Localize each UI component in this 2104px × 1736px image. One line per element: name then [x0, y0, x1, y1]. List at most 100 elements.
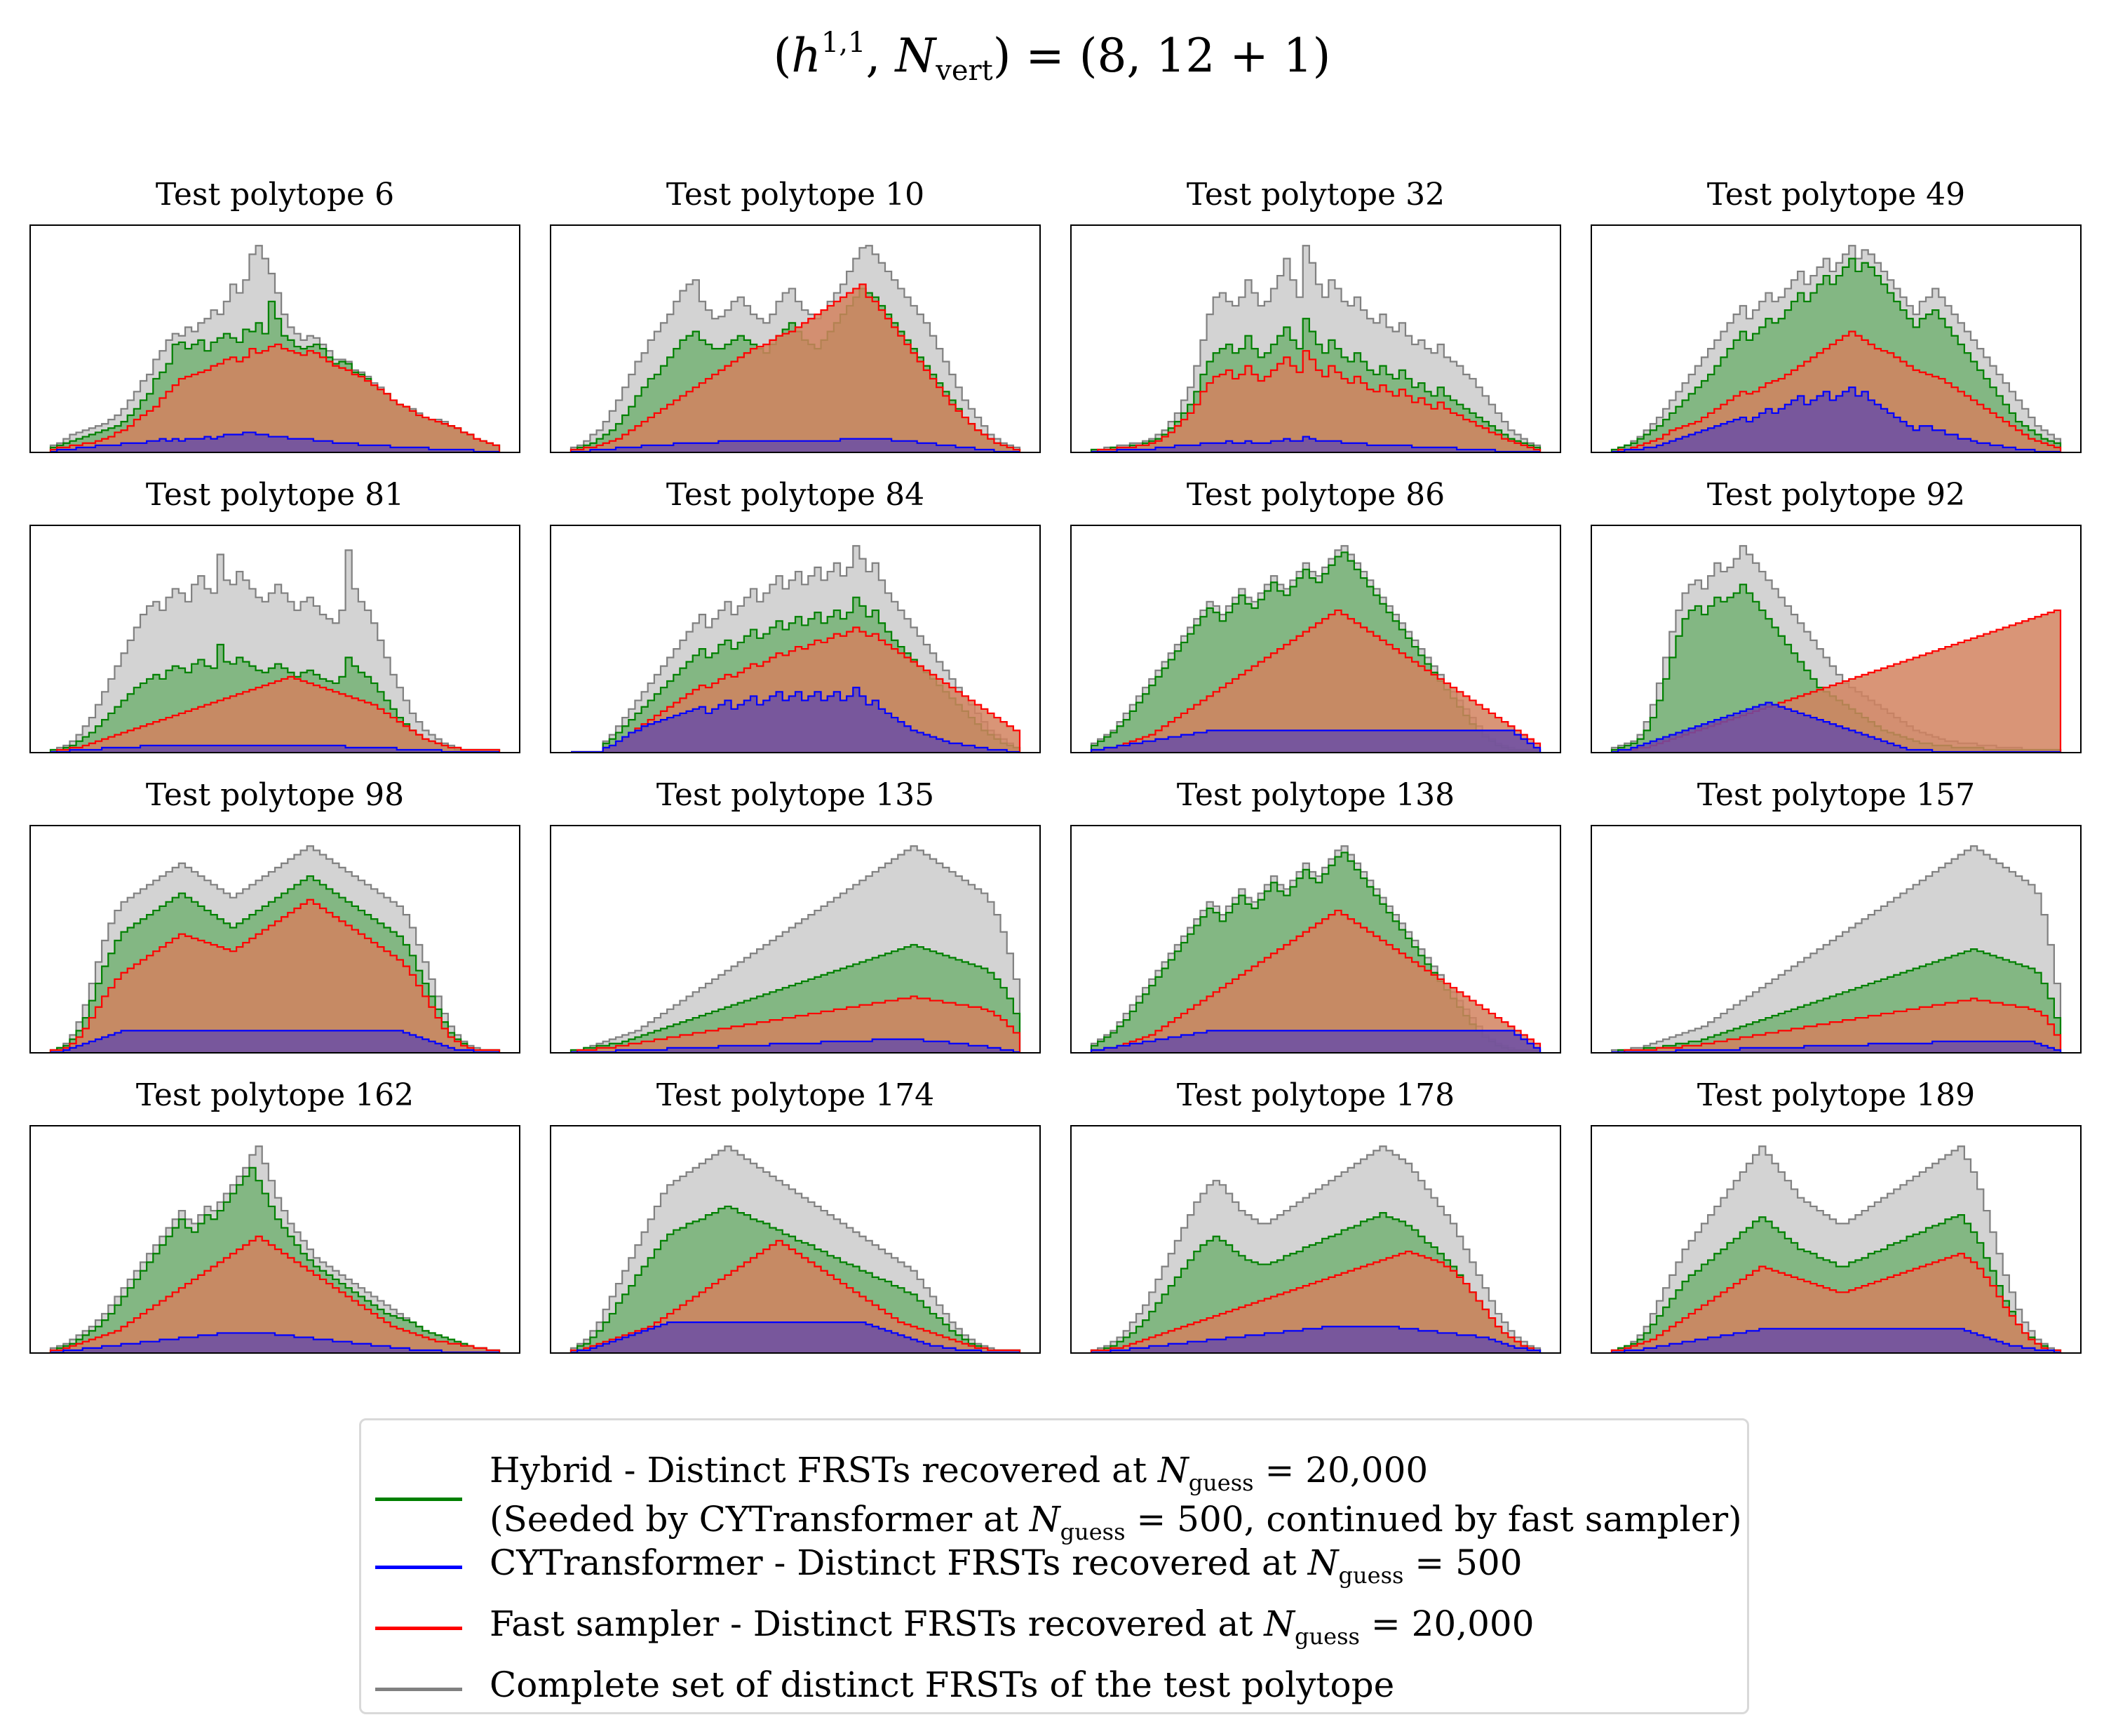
legend-fast-var: N	[1264, 1603, 1295, 1644]
subplot-test-polytope-6-series-fast-sampler	[49, 343, 501, 452]
title-n-symbol: N	[895, 29, 936, 83]
subplot-test-polytope-138-title: Test polytope 138	[1176, 777, 1455, 813]
subplot-test-polytope-32-series-cytransformer	[1091, 436, 1540, 452]
subplot-test-polytope-162-histogram	[49, 1145, 501, 1352]
subplot-test-polytope-84-axes	[550, 525, 1041, 753]
subplot-test-polytope-138-histogram	[1090, 845, 1542, 1052]
subplot-test-polytope-84-title: Test polytope 84	[666, 477, 925, 513]
subplot-test-polytope-6-histogram	[49, 245, 501, 452]
legend-hybrid-l1-var: N	[1157, 1450, 1189, 1491]
subplot-test-polytope-135-axes	[550, 825, 1041, 1054]
legend-hybrid-l2-sub: guess	[1060, 1519, 1126, 1545]
legend-cyt-pre: CYTransformer - Distinct FRSTs recovered…	[490, 1542, 1308, 1583]
subplot-test-polytope-86-axes	[1070, 525, 1561, 753]
subplot-test-polytope-32-axes	[1070, 224, 1561, 453]
subplot-test-polytope-81-series-fast-sampler	[50, 675, 501, 752]
subplot-test-polytope-174-series-cytransformer	[571, 1321, 1020, 1352]
subplot-test-polytope-49-title: Test polytope 49	[1706, 177, 1966, 213]
legend-label-hybrid-line2: (Seeded by CYTransformer at Nguess = 500…	[490, 1499, 1742, 1545]
subplot-test-polytope-189-histogram	[1610, 1145, 2062, 1352]
subplot-test-polytope-49-histogram	[1610, 245, 2062, 452]
subplot-test-polytope-162-axes	[29, 1125, 520, 1354]
subplot-test-polytope-86-series-cytransformer	[1090, 729, 1542, 752]
subplot-test-polytope-10-series-cytransformer	[571, 438, 1020, 452]
legend-complete-text: Complete set of distinct FRSTs of the te…	[490, 1664, 1395, 1705]
subplot-test-polytope-138-series-cytransformer	[1090, 1030, 1542, 1052]
subplot-test-polytope-189-series-cytransformer	[1612, 1328, 2061, 1352]
subplot-test-polytope-6-series-cytransformer	[50, 431, 499, 452]
title-separator: ,	[865, 29, 896, 83]
figure-title: (h1,1, Nvert) = (8, 12 + 1)	[0, 27, 2104, 87]
legend-cyt-sub: guess	[1338, 1562, 1404, 1589]
subplot-test-polytope-32-histogram	[1090, 245, 1542, 452]
subplot-test-polytope-98-axes	[29, 825, 520, 1054]
subplot-test-polytope-162-title: Test polytope 162	[135, 1077, 414, 1113]
subplot-test-polytope-178-axes	[1070, 1125, 1561, 1354]
subplot-test-polytope-81-histogram	[49, 549, 501, 752]
subplot-test-polytope-98-series-cytransformer	[50, 1030, 499, 1052]
subplot-test-polytope-135-series-fast-sampler	[571, 995, 1021, 1052]
subplot-test-polytope-162-series-cytransformer	[50, 1332, 499, 1352]
subplot-test-polytope-98-histogram	[49, 845, 501, 1052]
subplot-test-polytope-84-series-cytransformer	[571, 687, 1020, 752]
legend-cyt-post: = 500	[1403, 1542, 1523, 1583]
legend-fast-sub: guess	[1295, 1623, 1360, 1650]
subplot-test-polytope-10-series-fast-sampler	[569, 283, 1021, 452]
subplot-test-polytope-81-series-cytransformer	[50, 744, 499, 752]
subplot-test-polytope-49-series-fast-sampler	[1612, 330, 2062, 452]
subplot-test-polytope-98-title: Test polytope 98	[145, 777, 405, 813]
subplot-test-polytope-98-series-fast-sampler	[49, 899, 501, 1052]
subplot-test-polytope-178-series-cytransformer	[1091, 1326, 1542, 1352]
subplot-test-polytope-138-series-fast-sampler	[1090, 909, 1542, 1052]
subplot-test-polytope-189-axes	[1591, 1125, 2082, 1354]
legend-hybrid-l1-sub: guess	[1188, 1469, 1254, 1496]
subplot-grid: Test polytope 6 Test polytope 10 Test poly…	[29, 177, 2082, 1354]
subplot-test-polytope-162-series-fast-sampler	[49, 1235, 501, 1352]
subplot-test-polytope-86-title: Test polytope 86	[1186, 477, 1445, 513]
legend-fast-post: = 20,000	[1359, 1603, 1535, 1644]
subplot-test-polytope-178-title: Test polytope 178	[1176, 1077, 1455, 1113]
legend-line-cytransformer	[375, 1566, 462, 1569]
subplot-test-polytope-189-series-fast-sampler	[1610, 1253, 2062, 1352]
subplot-test-polytope-174-axes	[550, 1125, 1041, 1354]
subplot-test-polytope-135-histogram	[569, 845, 1021, 1052]
subplot-test-polytope-32-series-fast-sampler	[1091, 350, 1542, 452]
subplot-test-polytope-81-title: Test polytope 81	[145, 477, 405, 513]
legend-hybrid-l2-pre: (Seeded by CYTransformer at	[490, 1499, 1030, 1540]
subplot-test-polytope-189-title: Test polytope 189	[1697, 1077, 1976, 1113]
legend-label-fast-sampler: Fast sampler - Distinct FRSTs recovered …	[490, 1603, 1535, 1650]
subplot-test-polytope-92-series-cytransformer	[1612, 701, 2061, 752]
title-suffix: ) = (8, 12 + 1)	[992, 29, 1331, 83]
legend: Hybrid - Distinct FRSTs recovered at Ngu…	[359, 1418, 1749, 1714]
subplot-test-polytope-92-histogram	[1610, 545, 2062, 752]
legend-label-cytransformer: CYTransformer - Distinct FRSTs recovered…	[490, 1542, 1523, 1589]
subplot-test-polytope-178-series-fast-sampler	[1090, 1251, 1542, 1352]
subplot-test-polytope-135-title: Test polytope 135	[656, 777, 935, 813]
title-h-symbol: h	[791, 29, 821, 83]
subplot-test-polytope-6-title: Test polytope 6	[155, 177, 395, 213]
legend-label-complete: Complete set of distinct FRSTs of the te…	[490, 1664, 1394, 1705]
subplot-test-polytope-84-histogram	[571, 545, 1021, 752]
legend-line-fast-sampler	[375, 1627, 462, 1630]
subplot-test-polytope-49-axes	[1591, 224, 2082, 453]
subplot-test-polytope-178-histogram	[1090, 1145, 1542, 1352]
subplot-test-polytope-135-series-cytransformer	[571, 1038, 1020, 1052]
legend-hybrid-l2-var: N	[1029, 1499, 1060, 1540]
subplot-test-polytope-157-series-cytransformer	[1612, 1040, 2062, 1052]
legend-line-hybrid	[375, 1498, 462, 1501]
subplot-test-polytope-86-series-fast-sampler	[1090, 609, 1542, 752]
title-prefix: (	[773, 29, 792, 83]
subplot-test-polytope-49-series-cytransformer	[1612, 386, 2061, 452]
subplot-test-polytope-174-title: Test polytope 174	[656, 1077, 935, 1113]
subplot-test-polytope-157-series-fast-sampler	[1612, 997, 2062, 1052]
title-n-subscript: vert	[936, 55, 993, 87]
title-h-superscript: 1,1	[821, 27, 866, 59]
subplot-test-polytope-32-title: Test polytope 32	[1186, 177, 1445, 213]
subplot-test-polytope-92-axes	[1591, 525, 2082, 753]
legend-hybrid-l2-post: = 500, continued by fast sampler)	[1125, 1499, 1742, 1540]
subplot-test-polytope-6-axes	[29, 224, 520, 453]
legend-hybrid-l1-post: = 20,000	[1253, 1450, 1429, 1491]
subplot-test-polytope-86-histogram	[1090, 545, 1542, 752]
legend-label-hybrid-line1: Hybrid - Distinct FRSTs recovered at Ngu…	[490, 1450, 1428, 1496]
legend-fast-pre: Fast sampler - Distinct FRSTs recovered …	[490, 1603, 1265, 1644]
